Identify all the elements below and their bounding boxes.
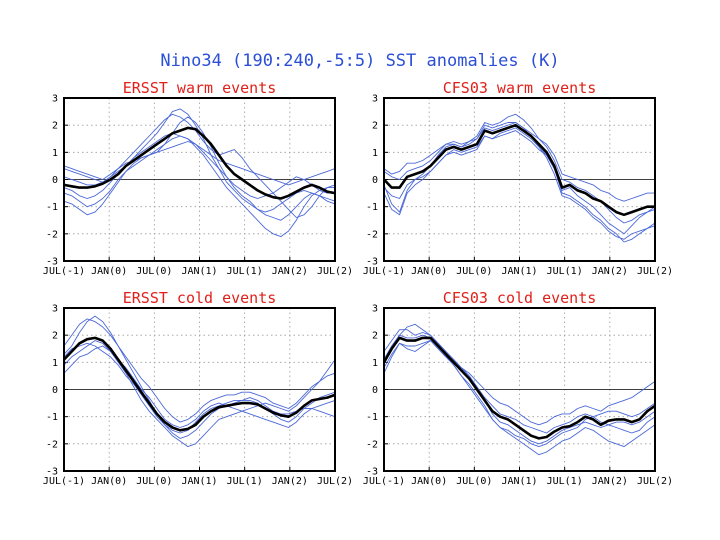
x-tick-label: JUL(-1): [363, 476, 405, 487]
x-tick-label: JUL(1): [547, 476, 583, 487]
x-tick-label: JAN(2): [592, 266, 628, 277]
mean-series-line: [63, 336, 336, 432]
x-tick-label: JUL(-1): [43, 266, 85, 277]
y-tick-label: -3: [366, 257, 378, 268]
plot-frame: [383, 97, 656, 262]
y-tick-label: 2: [372, 331, 378, 342]
x-tick-label: JUL(2): [637, 266, 673, 277]
mean-series-line: [383, 123, 655, 217]
x-tick-label: JUL(0): [136, 476, 172, 487]
x-tick-label: JUL(0): [456, 476, 492, 487]
y-tick-label: 0: [52, 385, 58, 396]
y-tick-label: 3: [52, 94, 58, 105]
y-tick-label: 0: [52, 175, 58, 186]
panel-title: CFS03 cold events: [443, 289, 597, 307]
x-tick-label: JUL(-1): [363, 266, 405, 277]
y-tick-label: -2: [46, 229, 58, 240]
event-series-line: [63, 135, 335, 216]
x-tick-label: JUL(-1): [43, 476, 85, 487]
event-series-line: [63, 315, 336, 423]
panel-title: CFS03 warm events: [443, 79, 597, 97]
event-series-line: [63, 340, 336, 428]
x-tick-label: JUL(2): [317, 476, 353, 487]
y-tick-label: -3: [46, 257, 58, 268]
x-tick-label: JUL(1): [547, 266, 583, 277]
x-tick-label: JUL(2): [317, 266, 353, 277]
y-tick-label: 1: [372, 358, 378, 369]
event-series-line: [383, 122, 656, 240]
panel-title: ERSST warm events: [123, 79, 277, 97]
event-series-line: [63, 342, 336, 434]
y-tick-label: -1: [366, 412, 378, 423]
chart-panel-ersst-warm: ERSST warm events JUL(-1) JAN(0) JUL(0) JAN(…: [43, 79, 353, 277]
y-tick-label: -2: [46, 439, 58, 450]
event-series-line: [383, 323, 656, 445]
mean-series-line: [63, 126, 336, 200]
event-series-line: [383, 329, 656, 456]
event-series-line: [383, 122, 655, 202]
x-tick-label: JAN(2): [272, 476, 308, 487]
x-tick-label: JAN(2): [272, 266, 308, 277]
y-tick-label: 3: [372, 304, 378, 315]
event-series-line: [63, 113, 336, 218]
event-series-line: [63, 132, 335, 238]
panel-title: ERSST cold events: [123, 289, 277, 307]
y-tick-label: -1: [46, 412, 58, 423]
y-tick-label: 3: [372, 94, 378, 105]
event-series-line: [383, 130, 656, 235]
y-tick-label: 0: [372, 385, 378, 396]
x-tick-label: JAN(1): [501, 476, 537, 487]
main-title: Nino34 (190:240,-5:5) SST anomalies (K): [160, 51, 559, 71]
x-tick-label: JAN(1): [181, 266, 217, 277]
x-tick-label: JAN(0): [91, 476, 127, 487]
chart-panels: ERSST warm events JUL(-1) JAN(0) JUL(0) JAN(…: [43, 79, 673, 487]
y-tick-label: 0: [372, 175, 378, 186]
event-series-line: [63, 116, 336, 221]
event-series-line: [63, 318, 336, 439]
mean-series-line: [382, 336, 656, 440]
event-series-line: [383, 127, 656, 243]
y-tick-label: -3: [366, 467, 378, 478]
x-tick-label: JUL(1): [227, 266, 263, 277]
chart-panel-ersst-cold: ERSST cold events JUL(-1) JAN(0) JUL(0) JAN(…: [43, 289, 353, 487]
y-tick-label: -1: [366, 202, 378, 213]
y-tick-label: -1: [46, 202, 58, 213]
event-series-line: [63, 141, 336, 186]
y-tick-label: 2: [372, 121, 378, 132]
y-tick-label: 1: [372, 148, 378, 159]
x-tick-label: JAN(2): [592, 476, 628, 487]
plot-frame: [63, 307, 336, 472]
y-tick-label: 2: [52, 121, 58, 132]
y-tick-label: 2: [52, 331, 58, 342]
x-tick-label: JUL(2): [637, 476, 673, 487]
x-tick-label: JUL(1): [227, 476, 263, 487]
event-series-line: [63, 345, 336, 448]
x-tick-label: JAN(0): [411, 266, 447, 277]
x-tick-label: JUL(0): [136, 266, 172, 277]
y-tick-label: -2: [366, 229, 378, 240]
x-tick-label: JAN(0): [411, 476, 447, 487]
x-tick-label: JAN(1): [181, 476, 217, 487]
y-tick-label: 1: [52, 148, 58, 159]
y-tick-label: 1: [52, 358, 58, 369]
event-series-line: [383, 113, 656, 224]
x-tick-label: JUL(0): [456, 266, 492, 277]
chart-panel-cfs03-cold: CFS03 cold events JUL(-1) JAN(0) JUL(0) JAN(…: [363, 289, 673, 487]
x-tick-label: JAN(1): [501, 266, 537, 277]
event-series-line: [383, 340, 656, 448]
y-tick-label: -3: [46, 467, 58, 478]
chart-panel-cfs03-warm: CFS03 warm events JUL(-1) JAN(0) JUL(0) JAN(…: [363, 79, 673, 277]
y-tick-label: -2: [366, 439, 378, 450]
plot-frame: [383, 307, 656, 472]
x-tick-label: JAN(0): [91, 266, 127, 277]
plot-frame: [63, 97, 336, 262]
y-tick-label: 3: [52, 304, 58, 315]
